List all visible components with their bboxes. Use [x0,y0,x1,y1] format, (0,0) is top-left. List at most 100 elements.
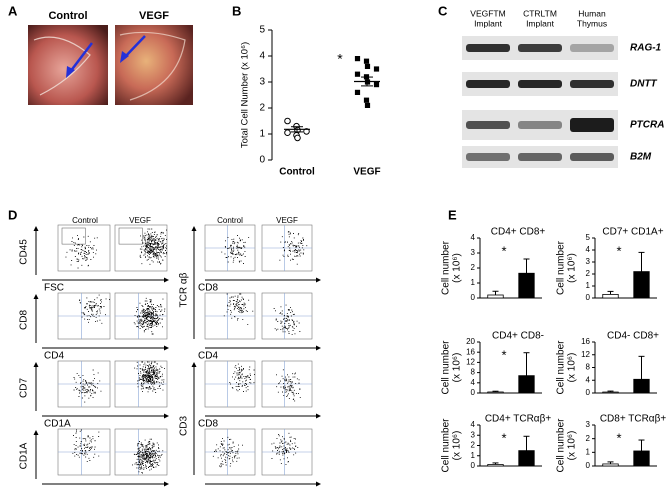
arrow-head [164,481,169,487]
flow-events [65,234,98,269]
x-axis-label: CD1A [44,419,71,430]
arrow-head [66,66,75,78]
y-axis-label: (x 10⁶) [452,353,463,383]
panel-label: D [8,207,17,222]
y-tick-label: 4 [586,375,591,384]
y-axis-label: CD3 [179,416,190,436]
chart-title: CD4+ CD8- [492,331,544,342]
x-axis-label: CD4 [44,351,64,362]
y-tick-label: 0 [471,461,476,470]
annotation: * [616,243,621,258]
arrow-head [191,362,197,367]
y-axis-label: CD8 [19,310,30,330]
bar [602,293,619,299]
y-tick-label: 5 [259,25,265,36]
y-axis-label: (x 10⁶) [567,353,578,383]
gel-band [466,44,510,52]
gel-band [518,153,562,161]
arrow-head [191,226,197,231]
point [364,63,371,69]
y-axis-label: Cell number [556,240,567,295]
gene-label: PTCRA [630,120,664,131]
flow-events [212,436,243,468]
y-axis-label: (x 10⁶) [452,431,463,461]
y-axis-label: TCR αβ [179,272,190,307]
x-tick-label: VEGF [353,167,380,178]
y-tick-label: 1 [586,281,591,290]
arrow-head [316,413,321,419]
y-axis-label: (x 10⁶) [452,253,463,283]
flow-events [73,369,102,403]
y-tick-label: 3 [471,248,476,257]
gel-band [518,80,562,88]
photo-label: VEGF [139,10,169,22]
bar [602,463,619,467]
photo-label: Control [48,10,87,22]
flow-events [229,363,255,392]
y-axis-label: Cell number [441,240,452,295]
flow-events [279,231,308,265]
gel-band [518,121,562,129]
y-tick-label: 3 [586,420,591,429]
arrow-head [33,430,39,435]
y-tick-label: 2 [471,263,476,272]
column-header: Implant [526,18,555,28]
y-tick-label: 3 [586,257,591,266]
y-axis-label: Cell number [441,340,452,395]
arrow-head [120,51,129,63]
flow-events [132,438,164,474]
flow-events [221,235,250,264]
point [354,89,361,95]
chart-title: CD4- CD8+ [607,331,659,342]
column-header: VEGFTM [470,8,505,18]
y-axis-label: CD1A [19,442,30,469]
gel-band [466,80,510,88]
column-header: Thymus [577,18,607,28]
photo-detail [119,31,186,101]
annotation: * [501,430,506,445]
panel-label: E [448,207,457,222]
flow-plot [57,224,111,272]
point [373,82,380,88]
column-header: VEGF [276,216,298,225]
flow-events [271,432,299,465]
flow-events [273,304,301,336]
y-tick-label: 20 [466,337,475,346]
x-axis-label: CD8 [198,419,218,430]
bar [487,391,504,394]
panel-label: B [232,3,241,18]
arrow [69,42,93,73]
chart-title: CD4+ CD8+ [491,227,546,238]
bar [518,375,535,394]
chart-title: CD4+ TCRαβ+ [485,414,552,425]
panel-label: A [8,3,18,18]
arrow-head [33,226,39,231]
bar [518,272,535,299]
gene-label: DNTT [630,79,658,90]
gel-band [466,121,510,129]
annotation: * [501,243,506,258]
point [294,134,301,142]
gate [118,227,143,245]
bar [633,271,650,299]
point [364,102,371,108]
gene-label: B2M [630,152,652,163]
y-tick-label: 0 [471,293,476,302]
y-tick-label: 2 [471,441,476,450]
y-tick-label: 1 [471,278,476,287]
y-tick-label: 0 [259,155,265,166]
y-tick-label: 2 [586,434,591,443]
point [303,128,310,135]
bar [518,450,535,467]
y-tick-label: 16 [581,337,590,346]
flow-events [79,294,110,324]
column-header: Control [217,216,243,225]
y-axis-label: CD7 [19,378,30,398]
point [363,97,370,103]
gene-label: RAG-1 [630,43,662,54]
y-tick-label: 0 [586,293,591,302]
y-axis-label: Cell number [556,340,567,395]
y-tick-label: 3 [471,430,476,439]
gel-band [570,153,614,161]
